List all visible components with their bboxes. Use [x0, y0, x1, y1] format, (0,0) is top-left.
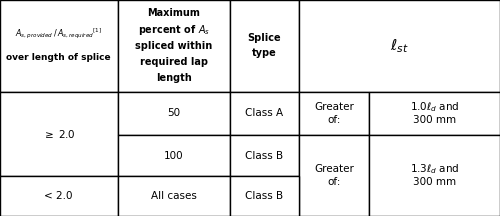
- Bar: [118, 135, 230, 176]
- Text: Greater: Greater: [314, 164, 354, 174]
- Text: $\geq$ 2.0: $\geq$ 2.0: [42, 128, 76, 140]
- Bar: [299, 92, 369, 135]
- Text: percent of $\it{A}_{\it{s}}$: percent of $\it{A}_{\it{s}}$: [138, 23, 210, 37]
- Text: 300 mm: 300 mm: [413, 115, 456, 125]
- Bar: [369, 92, 500, 135]
- Bar: [299, 135, 369, 216]
- Text: Maximum: Maximum: [148, 8, 200, 19]
- Bar: [118, 0, 230, 92]
- Text: All cases: All cases: [151, 191, 196, 201]
- Bar: [230, 176, 299, 216]
- Text: Greater: Greater: [314, 102, 354, 112]
- Text: < 2.0: < 2.0: [44, 191, 73, 201]
- Text: type: type: [252, 48, 277, 59]
- Text: 50: 50: [167, 108, 180, 118]
- Text: Class B: Class B: [246, 151, 284, 160]
- Text: Class B: Class B: [246, 191, 284, 201]
- Text: length: length: [156, 73, 192, 83]
- Bar: [299, 0, 500, 92]
- Text: Class A: Class A: [246, 108, 284, 118]
- Text: of:: of:: [328, 115, 340, 125]
- Text: 100: 100: [164, 151, 184, 160]
- Bar: [0, 176, 118, 216]
- Text: over length of splice: over length of splice: [6, 53, 111, 62]
- Text: Splice: Splice: [248, 33, 282, 43]
- Text: 1.0$\ell_d$ and: 1.0$\ell_d$ and: [410, 100, 460, 114]
- Bar: [118, 92, 230, 135]
- Text: 1.3$\ell_d$ and: 1.3$\ell_d$ and: [410, 162, 460, 176]
- Text: $\ell_{st}$: $\ell_{st}$: [390, 37, 409, 55]
- Bar: [369, 135, 500, 216]
- Text: spliced within: spliced within: [135, 41, 212, 51]
- Bar: [0, 0, 118, 92]
- Bar: [0, 92, 118, 176]
- Text: required lap: required lap: [140, 57, 208, 67]
- Bar: [118, 176, 230, 216]
- Bar: [230, 92, 299, 135]
- Bar: [230, 0, 299, 92]
- Text: 300 mm: 300 mm: [413, 177, 456, 187]
- Text: $\it{A}$$_{\it{s,provided}}$$\,/\,$$\it{A}$$_{\it{s,required}}$$^{[1]}$: $\it{A}$$_{\it{s,provided}}$$\,/\,$$\it{…: [16, 27, 102, 41]
- Text: of:: of:: [328, 177, 340, 187]
- Bar: [230, 135, 299, 176]
